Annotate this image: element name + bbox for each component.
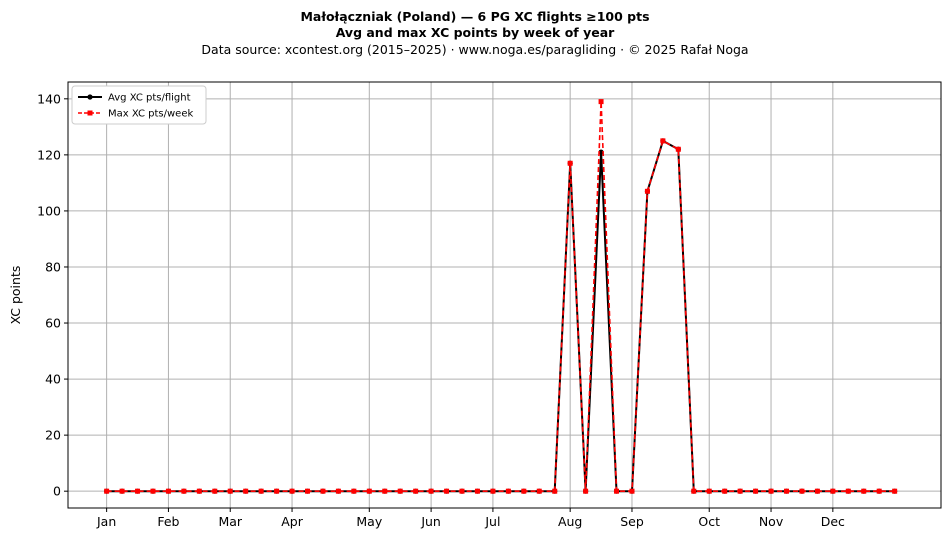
data-point xyxy=(135,488,141,494)
data-point xyxy=(119,488,125,494)
y-tick-label: 60 xyxy=(45,316,61,331)
data-point xyxy=(444,488,450,494)
data-point xyxy=(876,488,882,494)
x-tick-label: Apr xyxy=(281,514,303,529)
y-axis: 0 20 40 60 80 100 120 140 xyxy=(37,91,68,499)
x-tick-label: Dec xyxy=(821,514,845,529)
x-tick-label: Jan xyxy=(96,514,116,529)
legend: Avg XC pts/flight Max XC pts/week xyxy=(71,85,207,125)
data-point xyxy=(366,488,372,494)
data-point xyxy=(521,488,527,494)
data-point xyxy=(413,488,419,494)
data-point xyxy=(536,488,542,494)
data-point xyxy=(196,488,202,494)
data-source-line: Data source: xcontest.org (2015–2025) · … xyxy=(201,42,749,57)
y-tick-label: 0 xyxy=(53,484,61,499)
x-tick-label: Feb xyxy=(157,514,179,529)
y-tick-label: 40 xyxy=(45,372,61,387)
x-tick-label: Jun xyxy=(420,514,441,529)
data-point xyxy=(768,488,774,494)
data-point xyxy=(212,488,218,494)
data-point xyxy=(505,488,511,494)
legend-item: Max XC pts/week xyxy=(78,109,193,120)
data-point xyxy=(165,488,171,494)
x-tick-label: Jul xyxy=(484,514,500,529)
data-point xyxy=(691,488,697,494)
chart-subtitle: Avg and max XC points by week of year xyxy=(335,25,615,40)
y-tick-label: 100 xyxy=(37,203,61,218)
data-point xyxy=(799,488,805,494)
data-point xyxy=(861,488,867,494)
grid-lines xyxy=(68,82,941,508)
data-point xyxy=(258,488,264,494)
series-avg-pts-per-flight xyxy=(104,138,898,494)
data-point xyxy=(382,488,388,494)
data-point xyxy=(104,488,110,494)
data-point xyxy=(706,488,712,494)
series-line xyxy=(106,139,895,493)
data-point xyxy=(598,99,604,105)
x-tick-label: Oct xyxy=(698,514,720,529)
data-point xyxy=(320,488,326,494)
plot-frame xyxy=(67,81,942,509)
data-point xyxy=(474,488,480,494)
data-point xyxy=(304,488,310,494)
data-point xyxy=(397,488,403,494)
data-point xyxy=(583,488,589,494)
data-point xyxy=(783,488,789,494)
data-point xyxy=(567,160,573,166)
legend-label: Max XC pts/week xyxy=(108,109,193,120)
y-tick-label: 80 xyxy=(45,259,61,274)
data-point xyxy=(830,488,836,494)
data-point xyxy=(335,488,341,494)
legend-item: Avg XC pts/flight xyxy=(78,93,191,104)
data-point xyxy=(274,488,280,494)
x-tick-label: Nov xyxy=(759,514,784,529)
y-axis-label: XC points xyxy=(8,266,23,325)
data-point xyxy=(845,488,851,494)
y-tick-label: 120 xyxy=(37,147,61,162)
data-point xyxy=(181,488,187,494)
legend-marker xyxy=(87,94,93,100)
data-point xyxy=(552,488,558,494)
legend-box xyxy=(71,85,207,125)
data-point xyxy=(227,488,233,494)
data-point xyxy=(675,146,681,152)
x-axis: Jan Feb Mar Apr May Jun Jul Aug Sep Oct Nov Dec xyxy=(96,508,845,529)
data-point xyxy=(490,488,496,494)
chart-title: Małołączniak (Poland) — 6 PG XC flights … xyxy=(300,9,650,24)
data-point xyxy=(737,488,743,494)
data-point xyxy=(351,488,357,494)
data-point xyxy=(150,488,156,494)
x-tick-label: May xyxy=(356,514,382,529)
data-point xyxy=(289,488,295,494)
legend-marker xyxy=(87,110,93,116)
y-tick-label: 20 xyxy=(45,428,61,443)
data-point xyxy=(753,488,759,494)
data-point xyxy=(722,488,728,494)
data-point xyxy=(243,488,249,494)
series-layer xyxy=(104,99,898,494)
x-tick-label: Mar xyxy=(218,514,242,529)
x-tick-label: Sep xyxy=(620,514,644,529)
data-point xyxy=(814,488,820,494)
legend-label: Avg XC pts/flight xyxy=(108,93,191,104)
x-tick-label: Aug xyxy=(558,514,582,529)
data-point xyxy=(428,488,434,494)
data-point xyxy=(614,488,620,494)
data-point xyxy=(644,188,650,194)
data-point xyxy=(660,138,666,144)
data-point xyxy=(892,488,898,494)
data-point xyxy=(629,488,635,494)
series-line xyxy=(106,100,895,493)
y-tick-label: 140 xyxy=(37,91,61,106)
data-point xyxy=(459,488,465,494)
series-max-pts-per-week xyxy=(104,99,898,494)
